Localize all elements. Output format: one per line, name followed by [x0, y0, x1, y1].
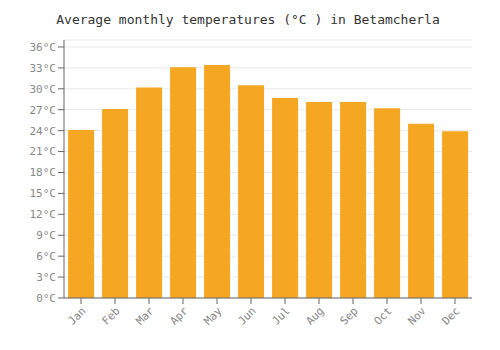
svg-text:Dec: Dec [439, 304, 462, 327]
svg-text:9°C: 9°C [36, 229, 56, 242]
svg-text:30°C: 30°C [30, 83, 57, 96]
svg-text:0°C: 0°C [36, 292, 56, 305]
svg-text:3°C: 3°C [36, 271, 56, 284]
svg-text:27°C: 27°C [30, 104, 57, 117]
svg-text:24°C: 24°C [30, 125, 57, 138]
svg-text:Aug: Aug [303, 304, 326, 327]
svg-text:Jun: Jun [235, 304, 258, 327]
svg-text:Jan: Jan [65, 304, 88, 327]
svg-text:Mar: Mar [133, 304, 157, 328]
svg-text:Apr: Apr [167, 304, 191, 328]
svg-text:Jul: Jul [269, 304, 292, 327]
svg-text:Nov: Nov [405, 304, 429, 328]
svg-text:21°C: 21°C [30, 145, 57, 158]
svg-text:15°C: 15°C [30, 187, 57, 200]
svg-text:Sep: Sep [337, 304, 360, 327]
html-text:Average monthly temperatures (: Average monthly temperatures (°C ) in Be… [56, 12, 440, 27]
svg-text:6°C: 6°C [36, 250, 56, 263]
svg-text:May: May [201, 304, 225, 328]
svg-text:12°C: 12°C [30, 208, 57, 221]
svg-text:36°C: 36°C [30, 41, 57, 54]
svg-text:18°C: 18°C [30, 166, 57, 179]
svg-text:33°C: 33°C [30, 62, 57, 75]
svg-text:Feb: Feb [99, 304, 122, 327]
svg-text:Oct: Oct [371, 304, 394, 327]
